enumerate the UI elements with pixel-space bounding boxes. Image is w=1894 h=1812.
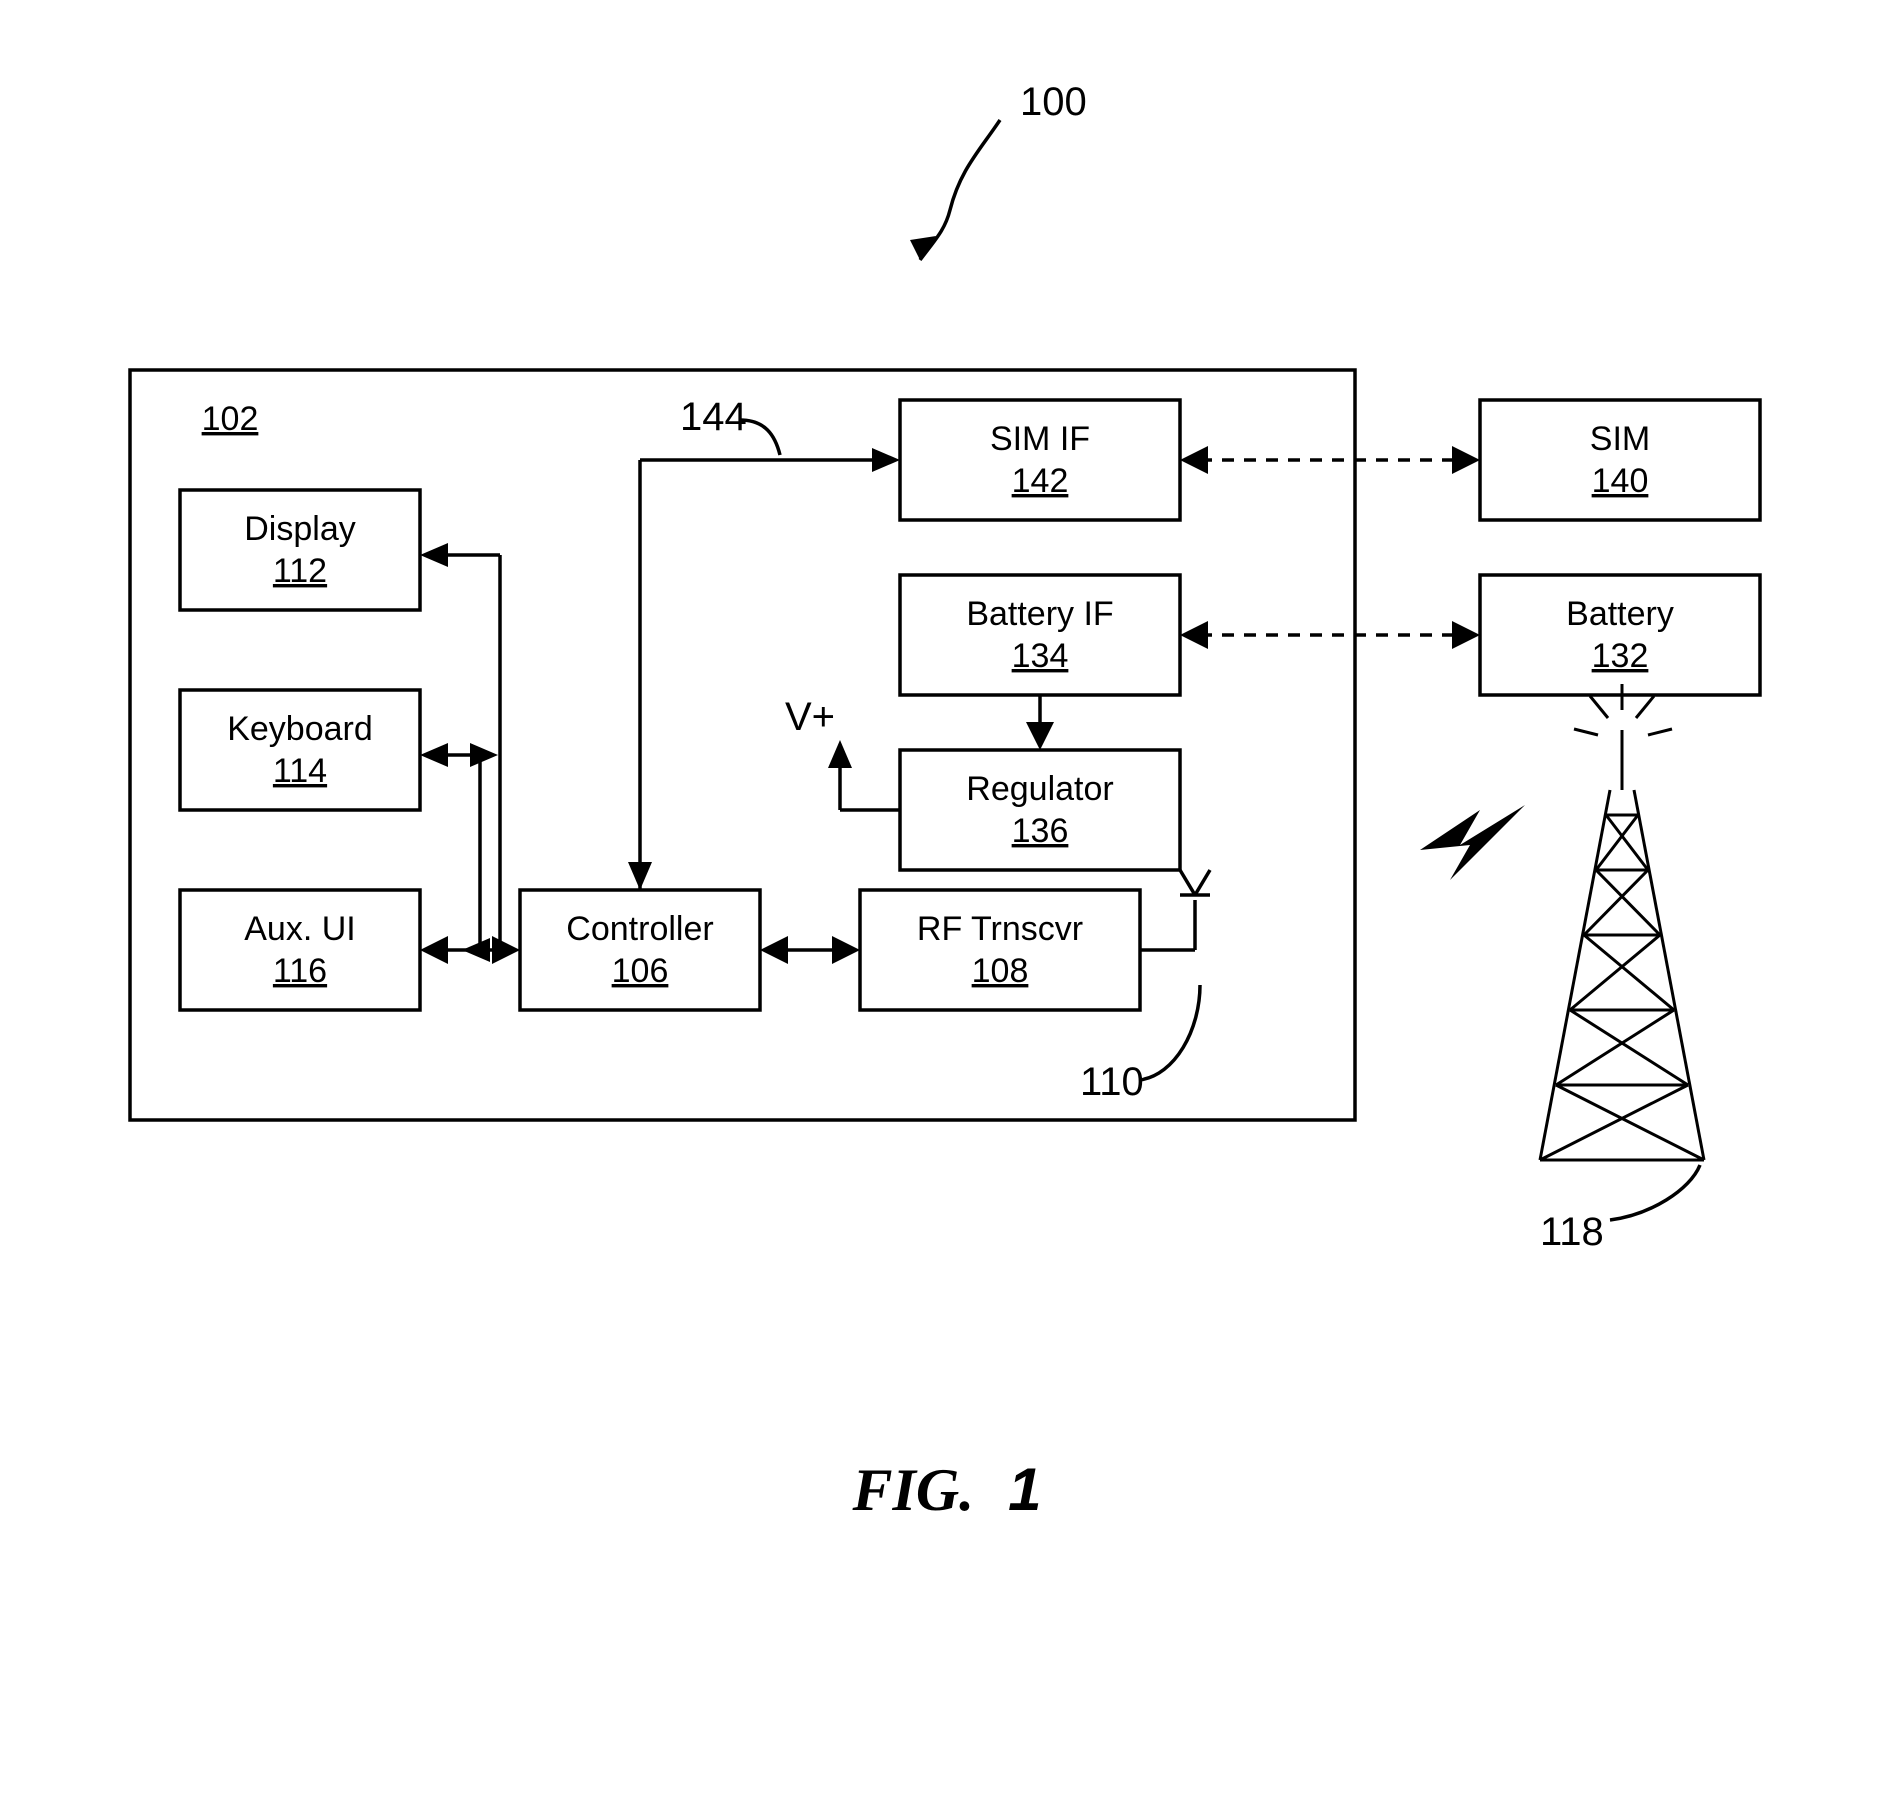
ref-144-label: 144 — [680, 395, 747, 439]
block-controller: Controller 106 — [520, 890, 760, 1010]
block-battery-label: Battery — [1566, 595, 1674, 633]
ref-118-label: 118 — [1540, 1210, 1604, 1254]
block-regulator: Regulator 136 — [900, 750, 1180, 870]
block-sim-label: SIM — [1590, 420, 1650, 458]
ref-102-label: 102 — [202, 400, 259, 438]
block-rf-label: RF Trnscvr — [917, 910, 1083, 948]
block-regulator-num: 136 — [1012, 812, 1069, 850]
block-rf: RF Trnscvr 108 — [860, 890, 1140, 1010]
tower-icon: 118 — [1540, 684, 1704, 1254]
block-keyboard: Keyboard 114 — [180, 690, 420, 810]
edge-batif-battery — [1180, 621, 1480, 649]
block-sim-num: 140 — [1592, 462, 1649, 500]
block-battery: Battery 132 — [1480, 575, 1760, 695]
regulator-vplus: V+ — [785, 695, 900, 810]
block-keyboard-label: Keyboard — [227, 710, 373, 748]
block-batif-num: 134 — [1012, 637, 1069, 675]
block-batif-label: Battery IF — [966, 595, 1113, 633]
block-auxui-num: 116 — [273, 952, 327, 990]
block-controller-num: 106 — [612, 952, 669, 990]
edge-controller-rf — [760, 936, 860, 964]
block-keyboard-num: 114 — [273, 752, 327, 790]
vplus-label: V+ — [785, 695, 835, 739]
component-boxes: Display 112 Keyboard 114 Aux. UI 116 Controlle… — [180, 400, 1760, 1010]
edges — [420, 446, 1480, 964]
block-auxui: Aux. UI 116 — [180, 890, 420, 1010]
edge-simif-sim — [1180, 446, 1480, 474]
edge-batif-regulator — [1026, 695, 1054, 750]
block-simif-label: SIM IF — [990, 420, 1090, 458]
block-simif: SIM IF 142 — [900, 400, 1180, 520]
block-display-label: Display — [244, 510, 355, 548]
block-regulator-label: Regulator — [966, 770, 1113, 808]
controller-fanout — [420, 543, 520, 962]
block-battery-num: 132 — [1592, 637, 1649, 675]
lightning-icon — [1420, 805, 1525, 880]
block-rf-num: 108 — [972, 952, 1029, 990]
figure-caption: FIG. 1 — [851, 1456, 1041, 1523]
block-display: Display 112 — [180, 490, 420, 610]
ref-100-label: 100 — [1020, 80, 1087, 124]
block-display-num: 112 — [273, 552, 327, 590]
block-sim: SIM 140 — [1480, 400, 1760, 520]
block-auxui-label: Aux. UI — [244, 910, 355, 948]
block-simif-num: 142 — [1012, 462, 1069, 500]
block-batif: Battery IF 134 — [900, 575, 1180, 695]
block-diagram: 100 102 Display 112 Keyboard 114 Aux. UI 116 C… — [0, 0, 1894, 1812]
ref-110-label: 110 — [1080, 1060, 1144, 1104]
line-144: 144 — [628, 395, 900, 890]
block-controller-label: Controller — [566, 910, 713, 948]
